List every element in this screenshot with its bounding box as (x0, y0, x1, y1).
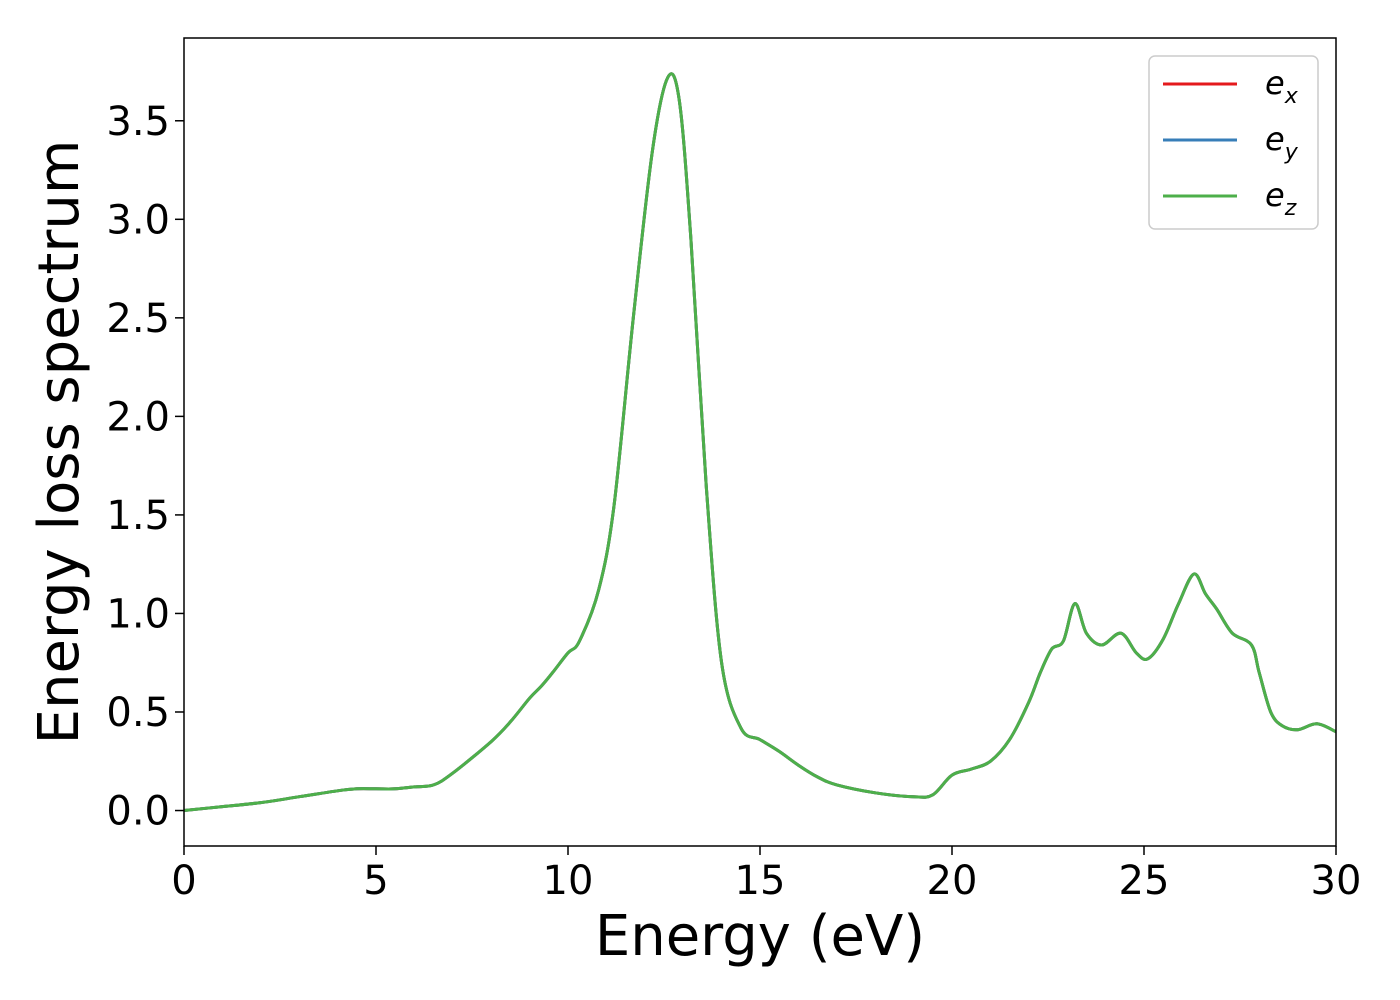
legend-label-z: ez (1265, 176, 1297, 221)
legend-label-base: e (1265, 64, 1285, 102)
legend-label-base: e (1265, 120, 1285, 158)
x-axis: 0 5 10 15 20 25 30 (171, 846, 1361, 904)
legend-label-x: ex (1265, 64, 1299, 109)
legend-box (1148, 55, 1319, 230)
y-tick-label: 3.0 (106, 197, 170, 243)
y-axis: 0.0 0.5 1.0 1.5 2.0 2.5 3.0 3.5 (106, 99, 184, 835)
legend-label-base: e (1265, 176, 1285, 214)
legend-label-y: ey (1265, 120, 1299, 165)
x-tick-label: 5 (363, 858, 388, 904)
y-tick-label: 2.0 (106, 394, 170, 440)
legend-label-subscript: x (1284, 84, 1299, 109)
y-axis-label: Energy loss spectrum (27, 140, 92, 745)
y-tick-label: 0.0 (106, 789, 170, 835)
x-tick-label: 20 (927, 858, 978, 904)
series-line-z (184, 72, 1336, 812)
x-tick-label: 25 (1119, 858, 1170, 904)
y-tick-label: 2.5 (106, 296, 170, 342)
x-tick-label: 0 (171, 858, 196, 904)
y-tick-label: 3.5 (106, 99, 170, 145)
x-tick-label: 10 (543, 858, 594, 904)
y-tick-label: 1.5 (106, 493, 170, 539)
y-tick-label: 1.0 (106, 591, 170, 637)
legend-label-subscript: y (1284, 140, 1299, 165)
legend-label-subscript: z (1284, 196, 1297, 221)
x-tick-label: 30 (1311, 858, 1362, 904)
x-axis-label: Energy (eV) (595, 904, 925, 969)
x-tick-label: 15 (735, 858, 786, 904)
y-tick-label: 0.5 (106, 690, 170, 736)
series-layer (184, 72, 1336, 812)
